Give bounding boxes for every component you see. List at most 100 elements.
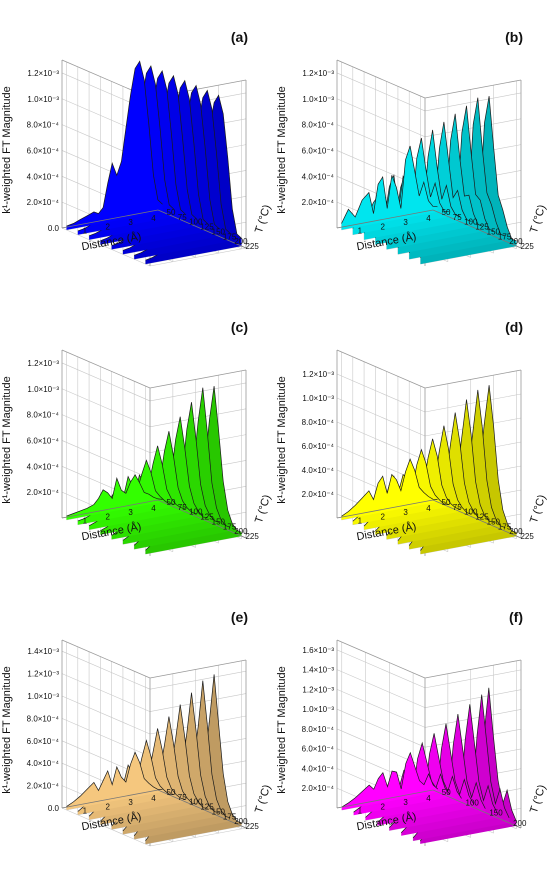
y-tick-label: 0.0 [48, 224, 60, 233]
grid-line [336, 689, 426, 728]
box-edge [336, 59, 426, 99]
y-tick-label: 6.0×10⁻⁴ [302, 146, 335, 155]
surface-strip-t75 [77, 460, 174, 525]
t-tick-label: 50 [167, 788, 176, 797]
t-tick-label: 50 [167, 208, 176, 217]
grid-line [336, 649, 426, 689]
grid-line [336, 669, 426, 708]
t-tick-label: 75 [453, 213, 462, 222]
x-tick-label: 4 [151, 794, 156, 803]
t-tick-label: 200 [234, 237, 248, 246]
y-tick-label: 1.2×10⁻³ [302, 370, 334, 379]
y-tick-label: 1.2×10⁻³ [27, 359, 59, 368]
t-tick-label: 200 [234, 817, 248, 826]
surface-strip-t50 [341, 752, 438, 811]
t-tick-label: 100 [189, 508, 203, 517]
t-tick-label: 200 [513, 819, 527, 828]
trace-line-t50 [341, 145, 438, 224]
y-tick-label: 1.6×10⁻³ [302, 646, 334, 655]
y-tick-label: 4.0×10⁻⁴ [27, 759, 60, 768]
trace-line-t50 [66, 474, 163, 517]
grid-line [61, 414, 151, 453]
t-tick-label: 225 [245, 532, 259, 541]
box-edge [61, 349, 151, 389]
box-base-edge [432, 499, 522, 539]
t-tick-label: 225 [520, 532, 534, 541]
grid-line [336, 397, 426, 437]
grid-line [149, 693, 247, 712]
grid-line [336, 708, 426, 748]
panel-label: (f) [509, 609, 523, 625]
box-edge [424, 659, 522, 679]
t-tick-label: 50 [442, 498, 451, 507]
box-base-edge [432, 789, 522, 829]
t-tick-label: 125 [200, 223, 214, 232]
grid-line [61, 695, 151, 735]
y-tick-label: 1.2×10⁻³ [302, 685, 334, 694]
y-tick-label: 1.0×10⁻³ [302, 394, 334, 403]
y-tick-label: 1.4×10⁻³ [27, 647, 59, 656]
grid-line [61, 650, 151, 690]
box-edge [149, 659, 247, 679]
y-tick-label: 2.0×10⁻⁴ [27, 488, 60, 497]
t-tick-label: 225 [245, 822, 259, 831]
y-tick-label: 1.0×10⁻³ [27, 95, 59, 104]
t-tick-label: 225 [245, 242, 259, 251]
y-tick-label: 1.2×10⁻³ [27, 670, 59, 679]
y-tick-label: 2.0×10⁻⁴ [302, 198, 335, 207]
t-tick-label: 50 [442, 208, 451, 217]
trace-line-t50 [341, 458, 438, 517]
box-base-edge [61, 499, 159, 519]
t-axis-label: T (°C) [528, 783, 548, 815]
x-tick-label: 1 [83, 517, 88, 526]
box-edge [61, 639, 151, 679]
grid-line [424, 669, 522, 689]
chart-panel-a: 0.0 2.0×10⁻⁴ 4.0×10⁻⁴ 6.0×10⁻⁴ 8.0×10⁻⁴ 1.0×1… [0, 0, 275, 290]
x-tick-label: 2 [105, 222, 110, 231]
t-tick-label: 150 [212, 227, 226, 236]
grid-line [424, 417, 522, 437]
chart-panel-c: 2.0×10⁻⁴ 4.0×10⁻⁴ 6.0×10⁻⁴ 8.0×10⁻⁴ 1.0×10⁻³… [0, 290, 275, 580]
y-tick-label: 1.2×10⁻³ [27, 69, 59, 78]
t-tick-label: 100 [464, 218, 478, 227]
t-tick-label: 125 [200, 513, 214, 522]
t-axis-label: T (°C) [528, 493, 548, 525]
grid-line [149, 827, 247, 847]
y-tick-label: 8.0×10⁻⁴ [302, 121, 335, 130]
grid-line [424, 689, 522, 708]
y-tick-label: 8.0×10⁻⁴ [302, 725, 335, 734]
y-tick-label: 1.0×10⁻³ [302, 95, 334, 104]
panel-label: (a) [231, 29, 248, 45]
y-tick-label: 4.0×10⁻⁴ [302, 466, 335, 475]
y-tick-label: 6.0×10⁻⁴ [27, 737, 60, 746]
grid-line [149, 670, 247, 690]
trace-line-t50 [66, 60, 163, 227]
chart-panel-f: 2.0×10⁻⁴ 4.0×10⁻⁴ 6.0×10⁻⁴ 8.0×10⁻⁴ 1.0×10⁻³… [275, 580, 550, 870]
y-tick-label: 6.0×10⁻⁴ [302, 745, 335, 754]
y-tick-label: 1.0×10⁻³ [27, 385, 59, 394]
grid-line [61, 440, 151, 479]
y-tick-label: 4.0×10⁻⁴ [27, 462, 60, 471]
box-base-edge [336, 499, 434, 519]
chart-svg: 0.0 2.0×10⁻⁴ 4.0×10⁻⁴ 6.0×10⁻⁴ 8.0×10⁻⁴ 1.0×1… [1, 609, 273, 847]
y-tick-label: 4.0×10⁻⁴ [27, 172, 60, 181]
t-tick-label: 225 [520, 242, 534, 251]
x-tick-label: 4 [426, 214, 431, 223]
x-tick-label: 3 [128, 798, 133, 807]
y-axis-label: k¹-weighted FT Magnitude [276, 376, 288, 504]
surface-strip-t50 [66, 752, 163, 810]
t-tick-label: 50 [442, 788, 451, 797]
y-tick-label: 1.0×10⁻³ [302, 705, 334, 714]
y-tick-label: 4.0×10⁻⁴ [302, 172, 335, 181]
t-tick-label: 75 [178, 793, 187, 802]
y-tick-label: 2.0×10⁻⁴ [27, 198, 60, 207]
t-axis-label: T (°C) [253, 203, 273, 235]
t-tick-label: 150 [212, 517, 226, 526]
x-tick-label: 2 [105, 512, 110, 521]
t-tick-label: 150 [489, 809, 503, 818]
t-tick-label: 200 [509, 527, 523, 536]
surface-strip-t50 [341, 146, 438, 230]
y-tick-label: 4.0×10⁻⁴ [302, 764, 335, 773]
panel-label: (b) [505, 29, 523, 45]
grid-line [61, 718, 151, 757]
